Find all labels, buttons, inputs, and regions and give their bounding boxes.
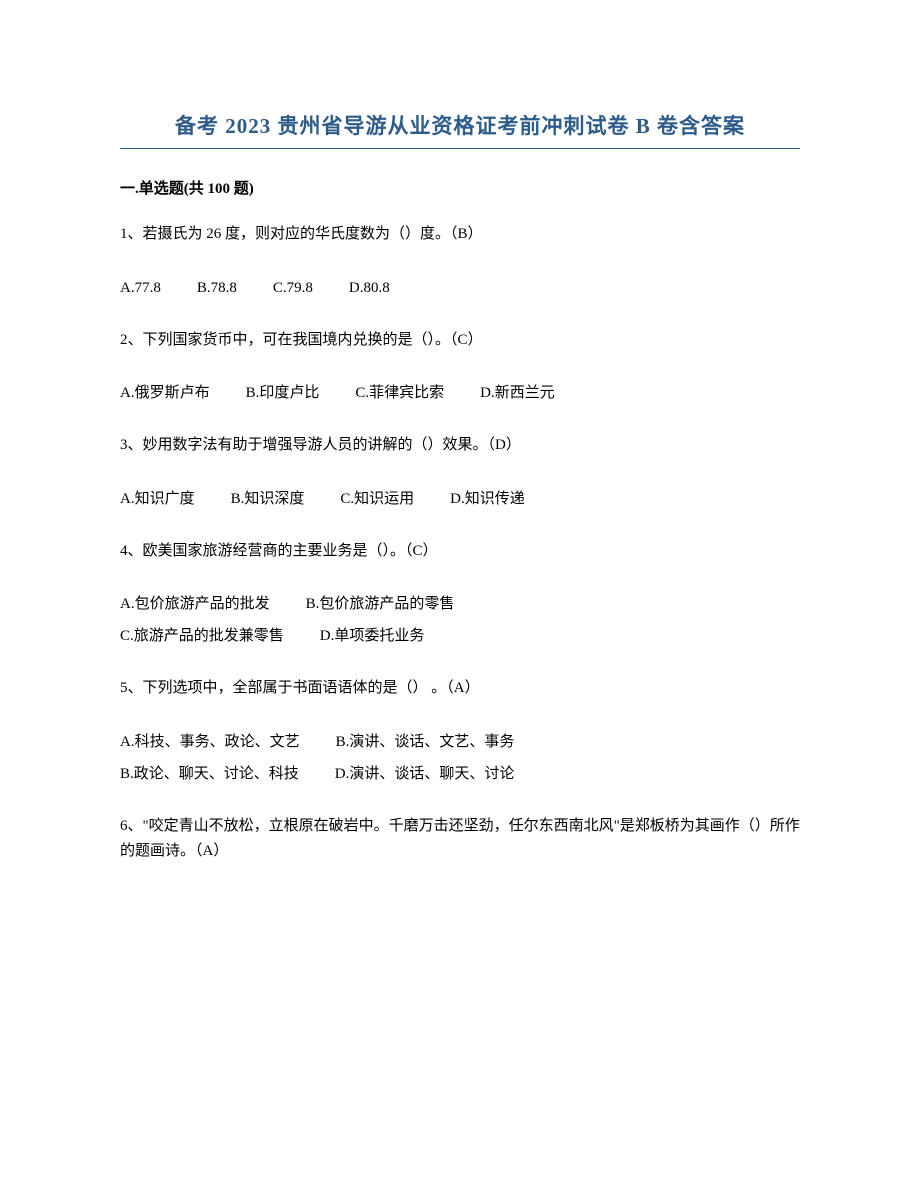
option-item: A.科技、事务、政论、文艺: [120, 730, 300, 754]
title-underline: [120, 148, 800, 149]
option-item: A.包价旅游产品的批发: [120, 592, 270, 616]
questions-container: 1、若摄氏为 26 度，则对应的华氏度数为（）度。（B） A.77.8 B.78.8…: [120, 222, 800, 865]
option-item: B.演讲、谈话、文艺、事务: [336, 730, 515, 754]
option-item: D.演讲、谈话、聊天、讨论: [335, 762, 515, 786]
option-item: B.78.8: [197, 276, 237, 300]
option-item: D.单项委托业务: [320, 624, 425, 648]
option-item: C.79.8: [273, 276, 313, 300]
option-item: C.知识运用: [340, 487, 414, 511]
question-options: A.知识广度 B.知识深度 C.知识运用 D.知识传递: [120, 487, 800, 511]
question-options: A.科技、事务、政论、文艺 B.演讲、谈话、文艺、事务 B.政论、聊天、讨论、科技 D…: [120, 730, 800, 786]
question-text: 3、妙用数字法有助于增强导游人员的讲解的（）效果。（D）: [120, 433, 800, 459]
option-item: D.新西兰元: [480, 381, 555, 405]
section-header: 一.单选题(共 100 题): [120, 177, 800, 198]
question-options: A.77.8 B.78.8 C.79.8 D.80.8: [120, 276, 800, 300]
question-text: 1、若摄氏为 26 度，则对应的华氏度数为（）度。（B）: [120, 222, 800, 248]
question-text: 6、"咬定青山不放松，立根原在破岩中。千磨万击还坚劲，任尔东西南北风"是郑板桥为…: [120, 814, 800, 865]
option-item: B.政论、聊天、讨论、科技: [120, 762, 299, 786]
option-item: B.包价旅游产品的零售: [306, 592, 455, 616]
option-item: B.印度卢比: [246, 381, 320, 405]
option-item: C.菲律宾比索: [355, 381, 444, 405]
question-options: A.包价旅游产品的批发 B.包价旅游产品的零售 C.旅游产品的批发兼零售 D.单项委托…: [120, 592, 800, 648]
question-text: 5、下列选项中，全部属于书面语语体的是（） 。（A）: [120, 676, 800, 702]
question-text: 2、下列国家货币中，可在我国境内兑换的是（）。（C）: [120, 328, 800, 354]
question-options: A.俄罗斯卢布 B.印度卢比 C.菲律宾比索 D.新西兰元: [120, 381, 800, 405]
document-title: 备考 2023 贵州省导游从业资格证考前冲刺试卷 B 卷含答案: [120, 110, 800, 140]
option-item: D.知识传递: [450, 487, 525, 511]
option-item: D.80.8: [349, 276, 390, 300]
option-item: A.77.8: [120, 276, 161, 300]
option-item: B.知识深度: [231, 487, 305, 511]
question-text: 4、欧美国家旅游经营商的主要业务是（）。（C）: [120, 539, 800, 565]
option-item: A.知识广度: [120, 487, 195, 511]
option-item: A.俄罗斯卢布: [120, 381, 210, 405]
option-item: C.旅游产品的批发兼零售: [120, 624, 284, 648]
